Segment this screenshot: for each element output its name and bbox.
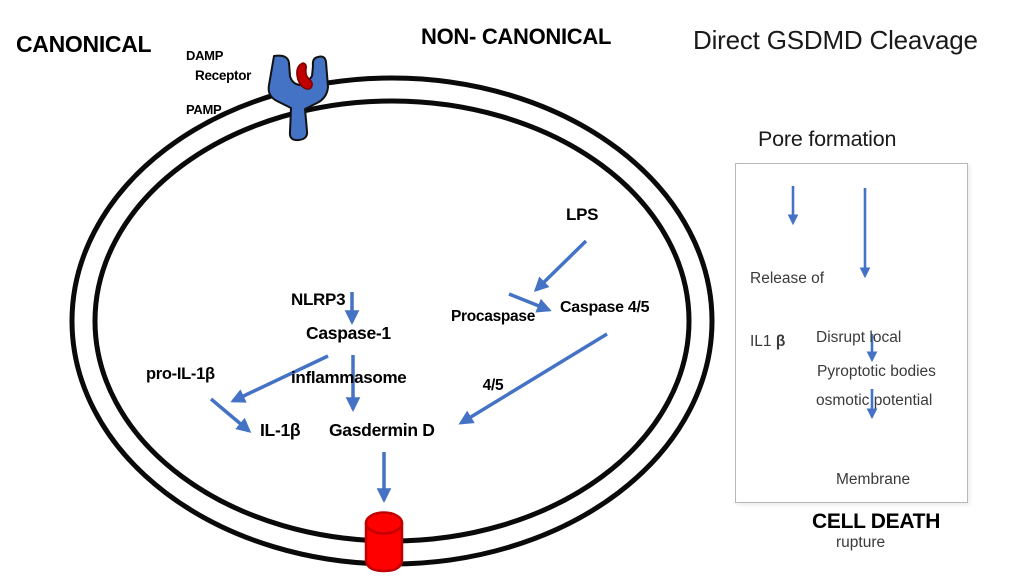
lps-label: LPS (566, 205, 599, 224)
pamp-label: PAMP (186, 102, 222, 117)
pathway-arrows (209, 239, 608, 503)
disrupt-line2: osmotic potential (816, 392, 933, 409)
damp-pamp-label: DAMP PAMP (186, 11, 223, 155)
arrow-procaspase-to-caspase45 (508, 292, 552, 313)
receptor-shape (267, 54, 329, 142)
nlrp3-line2: inflammasome (291, 368, 407, 387)
il1b-label: IL-1β (260, 420, 301, 440)
panel-step-rupture: Membrane rupture (836, 427, 910, 576)
pore-formation-title: Pore formation (758, 127, 897, 151)
procaspase-line1: Procaspase (450, 308, 536, 325)
receptor-label: Receptor (195, 68, 252, 83)
damp-label: DAMP (186, 48, 224, 63)
pore-body (364, 521, 404, 573)
pore-top (364, 511, 404, 535)
panel-step-release: Release of IL1 β (750, 226, 824, 394)
release-beta: β (775, 333, 786, 350)
arrow-caspase1-to-proil1b (230, 354, 329, 403)
panel-arrows (787, 186, 878, 420)
cell-death-label: CELL DEATH (812, 510, 941, 533)
arrow-caspase45-to-gasdermin (458, 332, 608, 425)
rupture-line2: rupture (836, 534, 886, 551)
header-non-canonical: NON- CANONICAL (421, 24, 612, 49)
release-il1: IL1 (750, 333, 776, 350)
caspase1-label: Caspase-1 (306, 323, 391, 343)
procaspase-line2: 4/5 (482, 377, 504, 394)
rupture-line1: Membrane (836, 471, 911, 488)
pro-il1b-label: pro-IL-1β (146, 365, 215, 383)
header-direct-gsdmd-cleavage: Direct GSDMD Cleavage (693, 25, 978, 55)
panel-step-pyroptotic: Pyroptotic bodies (817, 363, 936, 380)
nlrp3-line1: NLRP3 (291, 290, 346, 309)
arrow-proil1b-to-il1b (209, 397, 252, 433)
pore-icon (364, 511, 404, 573)
release-line1: Release of (750, 270, 825, 287)
header-canonical: CANONICAL (16, 31, 152, 57)
gasdermin-d-label: Gasdermin D (329, 420, 435, 440)
pore-formation-panel (735, 163, 968, 503)
release-line2: IL1 β (750, 331, 824, 352)
procaspase-label: Procaspase 4/5 (443, 259, 543, 443)
nlrp3-inflammasome-label: NLRP3 inflammasome (291, 235, 407, 443)
ligand-icon (296, 62, 313, 90)
disrupt-line1: Disrupt local (816, 329, 902, 346)
receptor-icon (267, 54, 329, 142)
caspase45-label: Caspase 4/5 (560, 299, 650, 316)
arrow-lps-down (533, 239, 588, 293)
panel-step-disrupt: Disrupt local osmotic potential (816, 285, 932, 453)
